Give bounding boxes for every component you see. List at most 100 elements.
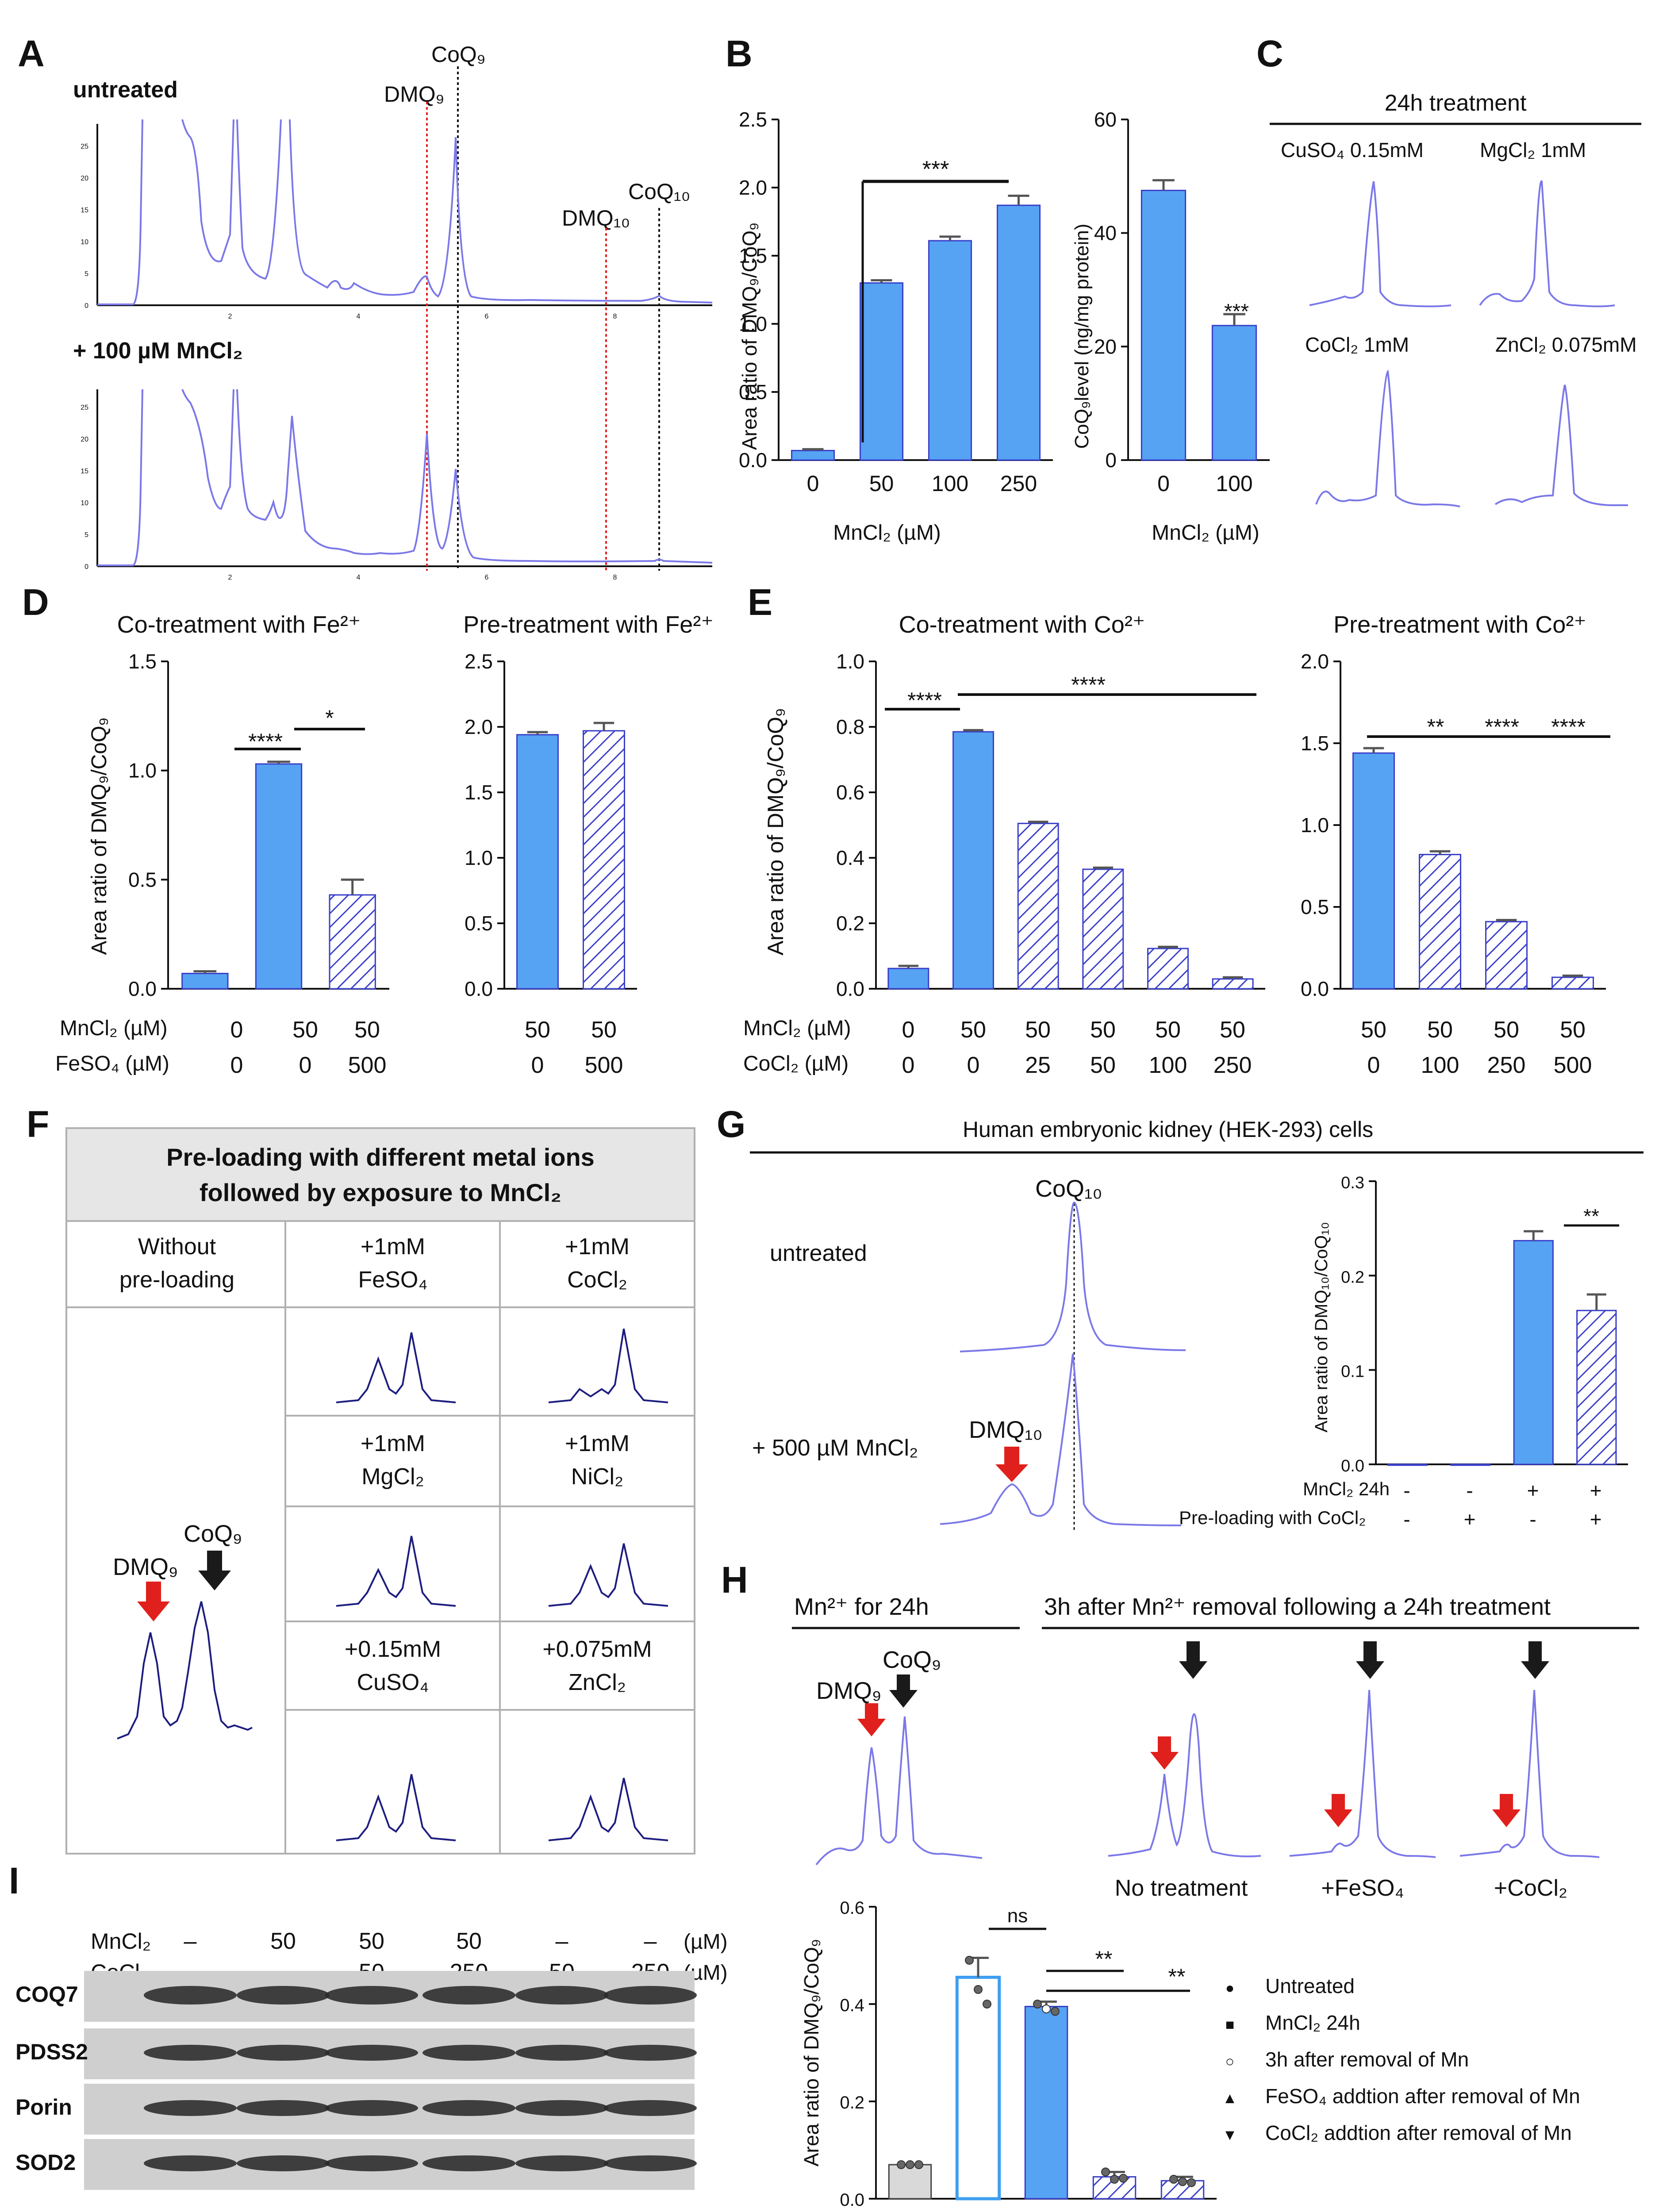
- panel-e-ylabel: Area ratio of DMQ₉/CoQ₉: [763, 708, 788, 955]
- panel-i-band-1-4: [515, 2045, 608, 2061]
- E-right-bar-3: [1551, 976, 1594, 990]
- E-left-ytick-label: 0.2: [836, 912, 864, 935]
- panel-f-cell1-line1: +1mM: [361, 1234, 425, 1260]
- panel-i-band-2-3: [422, 2100, 515, 2116]
- G-bar-1: [1450, 1463, 1491, 1466]
- panel-h-legend-symbol-4: ▼: [1222, 2127, 1237, 2143]
- D-left-bar-2: [329, 894, 376, 990]
- panel-f-col0-line2: pre-loading: [119, 1267, 234, 1293]
- D-right-ytick-label: 1.0: [465, 846, 493, 869]
- panel-d-title-left: Co-treatment with Fe²⁺: [117, 611, 361, 638]
- panel-e-row2-val-0: 0: [902, 1052, 915, 1078]
- panel-h-ylabel: Area ratio of DMQ₉/CoQ₉: [800, 1939, 823, 2167]
- panel-i-row1-val-1: 50: [270, 1928, 296, 1954]
- panel-a-xtick-top: 4: [357, 313, 361, 320]
- panel-i-band-1-5: [604, 2045, 697, 2061]
- panel-c-label-cocl2: CoCl₂ 1mM: [1305, 333, 1409, 356]
- panel-h-dmq9-arrow-1: [857, 1703, 886, 1736]
- B-left-ytick-label: 2.0: [739, 176, 767, 199]
- panel-a-ytick-bottom: 10: [81, 499, 88, 507]
- panel-c-trace-cuso4: [1309, 181, 1452, 307]
- E-right-bar-0: [1352, 752, 1395, 990]
- panel-g-title: Human embryonic kidney (HEK-293) cells: [963, 1117, 1373, 1142]
- panel-f-main-chromatogram: [117, 1601, 253, 1740]
- E-left-bar-2: [1017, 822, 1059, 990]
- panel-f-cell4-line1: +1mM: [565, 1431, 630, 1456]
- B-left-ytick-label: 0.0: [739, 449, 767, 472]
- panel-c-trace-mgcl2: [1479, 180, 1615, 307]
- panel-i-band-1-3: [422, 2045, 515, 2061]
- panel-g-row1-val-0: -: [1403, 1479, 1410, 1502]
- B-right-xtick-label: 100: [1216, 471, 1252, 496]
- H-ytick-label: 0.0: [840, 2190, 864, 2210]
- panel-f-mini-trace-5: [548, 1778, 668, 1841]
- chart-h-point: [1178, 2177, 1187, 2186]
- B-left-ytick-label: 0.5: [739, 380, 767, 403]
- panel-i-band-0-0: [144, 1986, 237, 2005]
- E-right-bar-2: [1485, 921, 1528, 990]
- panel-g-row2-val-2: -: [1529, 1508, 1536, 1531]
- panel-g-row1-label: MnCl₂ 24h: [1303, 1479, 1390, 1499]
- panel-h-dmq9-arrow-3: [1324, 1794, 1352, 1827]
- panel-d: Co-treatment with Fe²⁺ Pre-treatment wit…: [55, 611, 714, 1078]
- panel-e-row2-val-4: 100: [1149, 1052, 1187, 1078]
- panel-c: 24h treatment CuSO₄ 0.15mM MgCl₂ 1mM CoC…: [1270, 90, 1641, 507]
- panel-h-legend-label-4: CoCl₂ addtion after removal of Mn: [1265, 2121, 1572, 2144]
- panel-h-legend: ● Untreated ■ MnCl₂ 24h ○ 3h after removal of…: [1222, 1974, 1580, 2144]
- panel-i-band-2-1: [237, 2100, 330, 2116]
- panel-a-ytick-bottom: 20: [81, 436, 88, 443]
- panel-f-cell6-line1: +0.075mM: [542, 1636, 652, 1662]
- panel-i-blots: COQ7 PDSS2 Porin SOD2: [15, 1971, 697, 2190]
- H-ytick-label: 0.2: [840, 2093, 864, 2112]
- chart-e-left: 0.0 0.2 0.4 0.6 0.8 1.0: [836, 650, 1265, 1000]
- chart-e-right: 0.0 0.5 1.0 1.5 2.0: [1301, 650, 1606, 1000]
- panel-e-row1-val-5: 50: [1220, 1017, 1245, 1043]
- panel-h-label-dmq9: DMQ₉: [816, 1678, 881, 1704]
- panel-e-right-row1-val-0: 50: [1361, 1017, 1386, 1043]
- panel-a-xtick-bottom: 2: [228, 574, 232, 581]
- panel-g-trace-top: [960, 1201, 1186, 1352]
- panel-i-band-3-1: [237, 2155, 330, 2171]
- D-right-bar-1: [583, 730, 625, 990]
- B-right-ytick-label: 60: [1094, 108, 1117, 131]
- E-right-ytick-label: 2.0: [1301, 650, 1329, 673]
- panel-c-title: 24h treatment: [1385, 90, 1527, 116]
- panel-d-row2-val-2: 500: [348, 1052, 387, 1078]
- panel-i-band-1-2: [325, 2045, 418, 2061]
- panel-b-right-sig: ***: [1224, 300, 1249, 323]
- panel-e-row2-label: CoCl₂ (µM): [743, 1052, 849, 1075]
- panel-f-cell2-line1: +1mM: [565, 1234, 630, 1260]
- panel-b-right-ylabel: CoQ₉level (ng/mg protein): [1071, 224, 1093, 449]
- panel-h-legend-symbol-3: ▲: [1222, 2090, 1237, 2107]
- panel-f-mini-trace-2: [336, 1536, 456, 1607]
- panel-i-row1-val-0: –: [184, 1928, 197, 1954]
- panel-a-ytick-top: 10: [81, 238, 88, 246]
- G-bar-0: [1387, 1463, 1428, 1466]
- panel-e-row1-label: MnCl₂ (µM): [743, 1017, 851, 1040]
- chart-b-right: 0 20 40 60 0 100: [1094, 108, 1270, 496]
- B-left-xtick-label: 50: [869, 471, 894, 496]
- panel-a-ytick-bottom: 0: [84, 563, 88, 571]
- panel-f-cell5-line2: CuSO₄: [357, 1670, 429, 1695]
- panel-letter-c: C: [1256, 33, 1283, 74]
- panel-e-right-row1-val-1: 50: [1427, 1017, 1453, 1043]
- panel-a-label-dmq10: DMQ₁₀: [562, 206, 630, 230]
- E-left-ytick-label: 0.8: [836, 715, 864, 738]
- E-left-bar-4: [1147, 948, 1189, 990]
- D-left-ytick-label: 0.0: [128, 977, 157, 1000]
- panel-e-title-right: Pre-treatment with Co²⁺: [1333, 611, 1586, 638]
- panel-f-cell2-line2: CoCl₂: [567, 1267, 627, 1293]
- panel-i-row1-val-3: 50: [456, 1928, 482, 1954]
- panel-i-band-label-2: Porin: [15, 2095, 72, 2120]
- G-ytick-label: 0.2: [1341, 1268, 1364, 1286]
- panel-letter-g: G: [717, 1103, 745, 1145]
- panel-letter-a: A: [18, 33, 45, 74]
- panel-e-row2-val-3: 50: [1090, 1052, 1116, 1078]
- panel-e-right-sig-1: **: [1427, 714, 1444, 739]
- panel-d-sig-2: *: [325, 706, 334, 730]
- D-right-ytick-label: 2.0: [465, 715, 493, 738]
- panel-h-legend-symbol-0: ●: [1225, 1980, 1235, 1997]
- panel-b-right-xlabel: MnCl₂ (µM): [1152, 521, 1260, 545]
- B-right-ytick-label: 0: [1105, 449, 1117, 472]
- panel-a-cond-bottom: + 100 µM MnCl₂: [73, 338, 243, 364]
